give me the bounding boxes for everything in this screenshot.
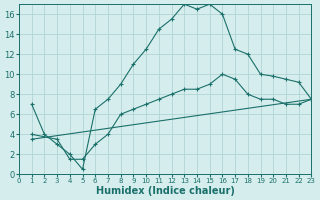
X-axis label: Humidex (Indice chaleur): Humidex (Indice chaleur) xyxy=(96,186,235,196)
